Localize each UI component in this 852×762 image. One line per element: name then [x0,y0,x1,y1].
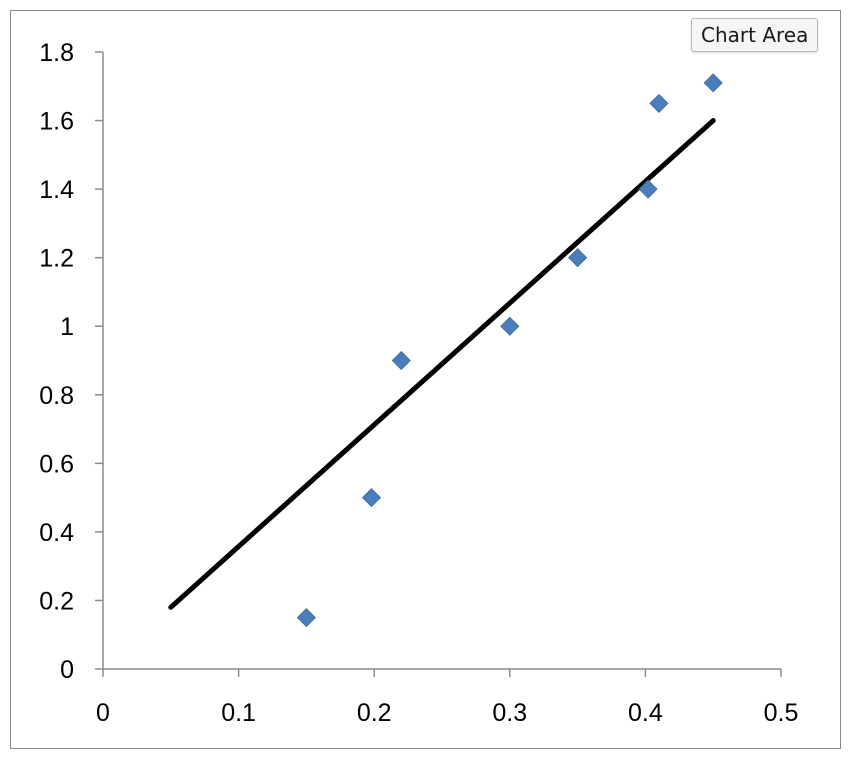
data-point-diamond[interactable] [296,608,316,628]
y-tick-label: 0 [60,656,74,684]
y-tick-label: 0.6 [39,450,74,478]
y-tick-label: 0.8 [39,382,74,410]
x-tick-label: 0.3 [492,699,527,727]
trendline-layer [168,118,716,610]
data-point-diamond[interactable] [361,488,382,508]
y-tick-label: 0.4 [39,519,74,547]
axes [95,51,782,677]
y-tick-label: 1 [60,313,74,341]
data-point-diamond[interactable] [500,316,520,336]
data-points [296,73,723,628]
y-tick-label: 0.2 [39,587,74,615]
data-point-diamond[interactable] [703,73,723,93]
x-tick-labels: 0 0.1 0.2 0.3 0.4 0.5 [96,699,798,727]
y-tick-label: 1.2 [39,245,74,273]
y-tick-label: 1.6 [39,108,74,136]
trendline[interactable] [168,118,716,610]
x-tick-label: 0.4 [628,699,663,727]
x-tick-label: 0.2 [357,699,392,727]
data-point-diamond[interactable] [391,350,411,371]
y-tick-labels: 0 0.2 0.4 0.6 0.8 1 1.2 1.4 1.6 1.8 [39,39,74,684]
chart-area-tooltip: Chart Area [691,18,819,52]
x-tick-label: 0 [96,699,110,727]
data-point-diamond[interactable] [638,179,658,199]
x-tick-label: 0.1 [221,699,256,727]
data-point-diamond[interactable] [649,93,669,113]
data-point-diamond[interactable] [568,248,588,268]
x-tick-label: 0.5 [764,699,799,727]
y-tick-label: 1.4 [39,176,74,204]
y-tick-label: 1.8 [39,39,74,67]
